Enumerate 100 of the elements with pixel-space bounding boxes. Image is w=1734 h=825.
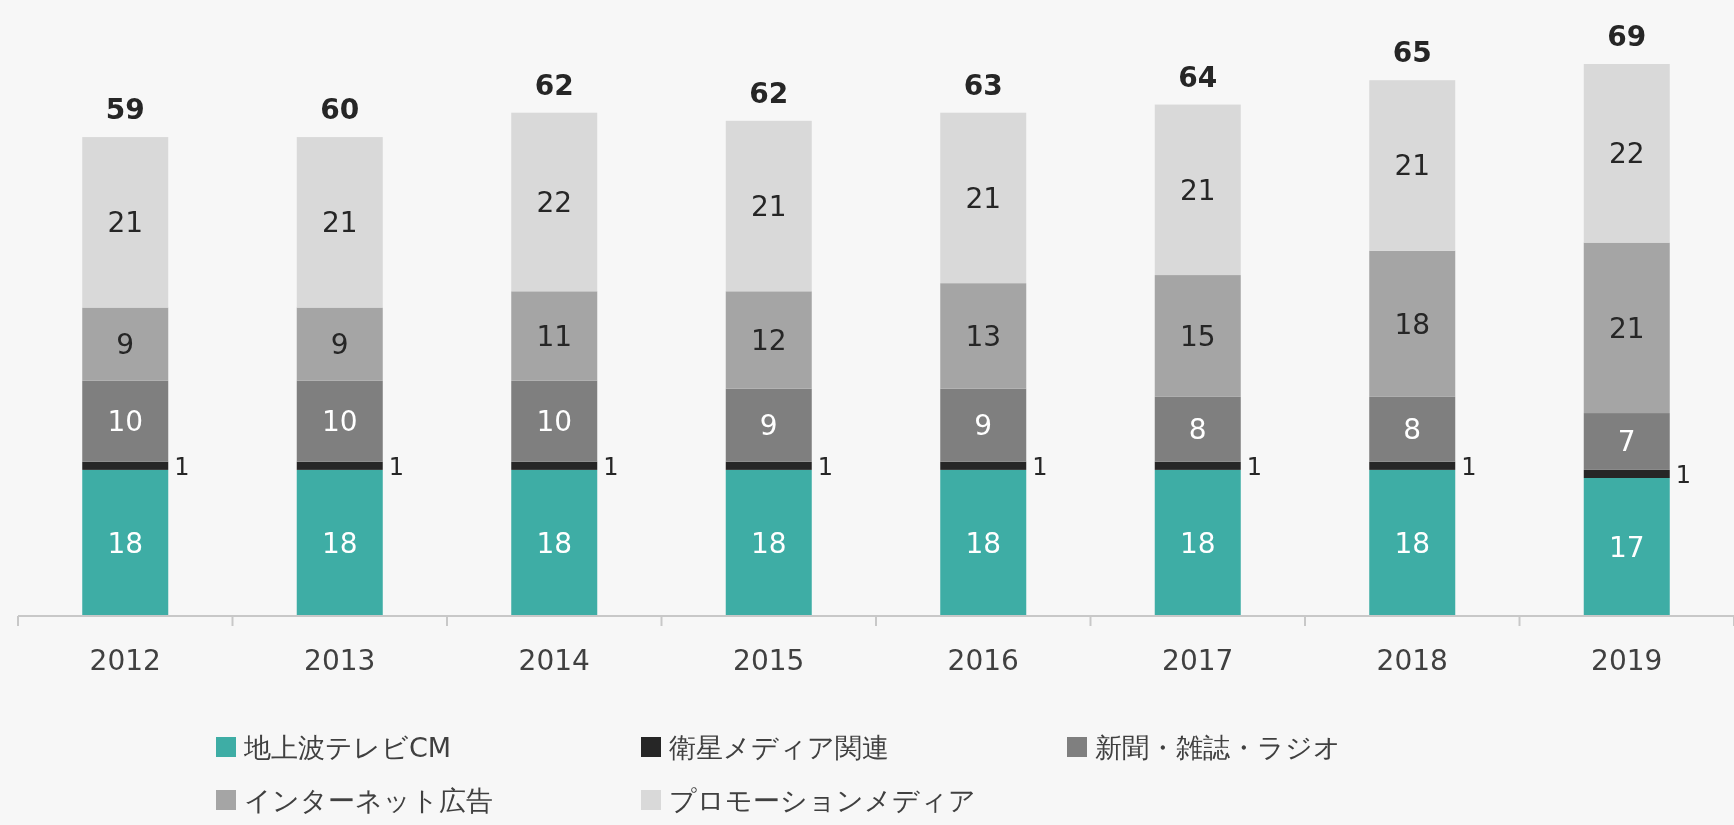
bar — [725, 469, 812, 616]
bar — [82, 307, 169, 381]
data-label: 21 — [750, 190, 787, 224]
data-label: 9 — [974, 409, 993, 443]
x-tick-label: 2012 — [89, 644, 161, 677]
data-label: 17 — [1608, 531, 1645, 564]
data-label: 1 — [603, 452, 619, 481]
bar — [511, 461, 598, 470]
bar — [1154, 104, 1241, 276]
data-label: 18 — [1394, 526, 1431, 560]
bar — [1583, 478, 1670, 616]
total-label: 65 — [1392, 36, 1432, 70]
data-label: 1 — [174, 452, 190, 481]
data-label: 21 — [1394, 149, 1431, 183]
data-label: 7 — [1617, 425, 1636, 459]
data-label: 21 — [321, 206, 358, 240]
bar — [296, 461, 383, 470]
bar — [511, 380, 598, 462]
bar — [511, 291, 598, 381]
bar — [725, 388, 812, 462]
data-label: 1 — [1675, 460, 1692, 489]
data-label: 11 — [536, 319, 573, 353]
bar — [1154, 469, 1241, 616]
bar — [725, 120, 812, 292]
bar — [296, 380, 383, 462]
x-tick-label: 2019 — [1591, 644, 1663, 677]
bar — [296, 307, 383, 381]
bar — [1154, 275, 1241, 397]
data-label: 10 — [321, 405, 358, 439]
bar — [1369, 396, 1456, 462]
bar — [1369, 461, 1456, 470]
bar — [1154, 396, 1241, 462]
data-label: 15 — [1179, 319, 1216, 353]
total-label: 59 — [105, 93, 145, 127]
bar — [940, 283, 1027, 389]
bar — [511, 112, 598, 292]
total-label: 64 — [1178, 60, 1218, 94]
bar — [725, 291, 812, 389]
data-label: 18 — [321, 526, 358, 560]
legend-label: 新聞・雑誌・ラジオ — [1095, 732, 1341, 763]
data-label: 9 — [330, 328, 349, 362]
data-label: 9 — [116, 328, 135, 362]
x-tick-label: 2015 — [733, 644, 805, 677]
bar — [940, 461, 1027, 470]
data-label: 1 — [1032, 452, 1048, 481]
bar — [940, 112, 1027, 284]
data-label: 1 — [1461, 452, 1477, 481]
data-label: 18 — [107, 526, 144, 560]
total-label: 63 — [963, 68, 1003, 102]
data-label: 18 — [1179, 526, 1216, 560]
x-tick-label: 2014 — [518, 644, 590, 677]
legend-label: プロモーションメディア — [669, 785, 976, 816]
data-label: 8 — [1188, 413, 1207, 447]
bar — [1583, 413, 1670, 470]
data-label: 12 — [750, 324, 787, 357]
bar — [1154, 461, 1241, 470]
bar — [940, 388, 1027, 462]
data-label: 8 — [1403, 413, 1422, 447]
total-label: 69 — [1607, 20, 1647, 53]
data-label: 21 — [965, 181, 1002, 215]
data-label: 18 — [536, 526, 573, 560]
data-label: 18 — [750, 526, 787, 560]
x-tick-label: 2017 — [1162, 644, 1234, 677]
data-label: 9 — [759, 409, 778, 443]
x-tick-label: 2016 — [947, 644, 1019, 677]
x-tick-label: 2013 — [304, 644, 376, 677]
data-label: 10 — [536, 405, 573, 439]
data-label: 21 — [1608, 311, 1645, 345]
bar — [940, 469, 1027, 616]
bar — [1369, 80, 1456, 251]
data-label: 21 — [1179, 173, 1216, 207]
x-tick-label: 2018 — [1376, 644, 1448, 677]
bar — [296, 469, 383, 616]
data-label: 18 — [1394, 307, 1431, 341]
bar — [511, 469, 598, 616]
data-label: 10 — [107, 405, 144, 439]
data-label: 1 — [1246, 452, 1263, 481]
bar — [82, 380, 169, 462]
legend-label: 衛星メディア関連 — [669, 732, 889, 763]
data-label: 21 — [107, 206, 144, 240]
bar — [1369, 469, 1456, 616]
data-label: 18 — [965, 526, 1002, 560]
bar — [1583, 469, 1670, 478]
total-label: 60 — [320, 93, 360, 127]
bar — [1583, 64, 1670, 243]
legend-label: 地上波テレビCM — [243, 732, 452, 763]
data-label: 13 — [965, 319, 1002, 353]
total-label: 62 — [534, 68, 574, 102]
bar — [82, 461, 169, 470]
total-label: 62 — [749, 76, 789, 110]
data-label: 1 — [817, 452, 834, 481]
bar — [1583, 242, 1670, 414]
bar — [725, 461, 812, 470]
data-label: 22 — [536, 186, 573, 219]
bar — [1369, 250, 1456, 397]
bar — [82, 137, 169, 308]
data-label: 22 — [1608, 137, 1645, 171]
legend-label: インターネット広告 — [244, 785, 493, 816]
bar — [296, 137, 383, 308]
bar — [82, 469, 169, 616]
